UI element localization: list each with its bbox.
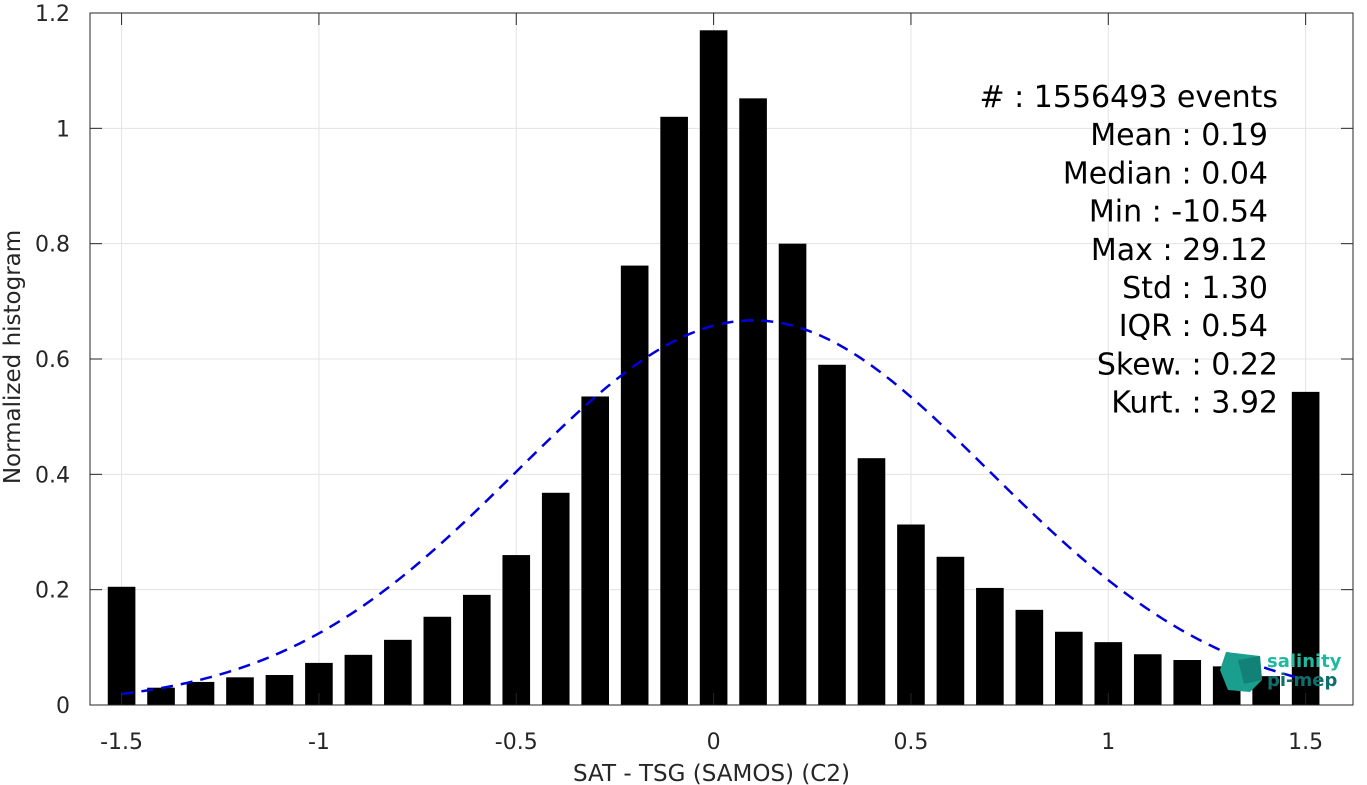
histogram-bar xyxy=(384,639,412,705)
histogram-bar xyxy=(778,243,807,705)
histogram-bar xyxy=(699,30,728,706)
histogram-bar xyxy=(818,364,846,705)
stat-line: Max : 29.12 xyxy=(1091,233,1268,268)
logo-mark-shade xyxy=(1238,656,1262,684)
y-tick-label: 1 xyxy=(56,117,70,142)
histogram-bar xyxy=(660,116,688,706)
logo-text-pimep: pi-mep xyxy=(1267,670,1337,691)
x-tick-label: -0.5 xyxy=(495,730,538,755)
stat-line: IQR : 0.54 xyxy=(1119,309,1268,344)
stat-line: Skew. : 0.22 xyxy=(1097,347,1278,382)
x-tick-label: 0 xyxy=(707,730,721,755)
y-axis-label: Normalized histogram xyxy=(0,230,26,484)
histogram-bar xyxy=(265,675,294,705)
histogram-bar xyxy=(502,555,531,705)
x-tick-labels: -1.5 -1 -0.5 0 0.5 1 1.5 xyxy=(100,730,1323,755)
histogram-bar xyxy=(897,524,925,705)
x-tick-label: 1 xyxy=(1101,730,1115,755)
y-tick-labels: 0 0.2 0.4 0.6 0.8 1 1.2 xyxy=(35,2,70,719)
histogram-bar xyxy=(541,492,570,705)
y-tick-label: 1.2 xyxy=(35,2,70,27)
histogram-bar xyxy=(462,594,491,705)
x-tick-label: 1.5 xyxy=(1288,730,1323,755)
y-tick-label: 0.4 xyxy=(35,463,70,488)
stat-line: Min : -10.54 xyxy=(1089,195,1268,230)
y-tick-label: 0.6 xyxy=(35,348,70,373)
salinity-pimep-logo: salinity pi-mep xyxy=(1220,651,1342,692)
histogram-bar xyxy=(1055,631,1083,705)
x-tick-label: -1.5 xyxy=(100,730,143,755)
histogram-bar xyxy=(147,687,175,705)
histogram-bar xyxy=(620,265,649,705)
stat-line: Mean : 0.19 xyxy=(1090,118,1268,153)
stat-line: Std : 1.30 xyxy=(1122,271,1268,306)
histogram-bars xyxy=(107,30,1320,706)
histogram-bar xyxy=(186,681,215,705)
histogram-bar xyxy=(581,396,610,705)
histogram-bar xyxy=(1173,660,1202,705)
y-tick-label: 0.8 xyxy=(35,233,70,258)
axis-ticks xyxy=(90,12,1353,706)
x-tick-label: 0.5 xyxy=(893,730,928,755)
stat-line: Median : 0.04 xyxy=(1063,156,1268,191)
stat-line: # : 1556493 events xyxy=(979,80,1278,115)
histogram-bar xyxy=(1133,654,1162,705)
histogram-bar xyxy=(226,677,254,705)
y-tick-label: 0 xyxy=(56,694,70,719)
histogram-bar xyxy=(1015,609,1044,705)
histogram-bar xyxy=(739,98,767,705)
histogram-bar xyxy=(107,586,136,705)
histogram-bar xyxy=(857,458,886,705)
logo-text-salinity: salinity xyxy=(1267,651,1342,672)
y-tick-label: 0.2 xyxy=(35,579,70,604)
histogram-bar xyxy=(936,556,965,705)
histogram-bar xyxy=(976,587,1004,705)
x-tick-label: -1 xyxy=(308,730,330,755)
histogram-bar xyxy=(1291,391,1320,705)
gaussian-fit-curve xyxy=(121,319,1306,696)
x-axis-label: SAT - TSG (SAMOS) (C2) xyxy=(573,761,850,785)
histogram-bar xyxy=(344,654,373,705)
stat-line: Kurt. : 3.92 xyxy=(1111,386,1278,421)
histogram-bar xyxy=(423,616,452,705)
